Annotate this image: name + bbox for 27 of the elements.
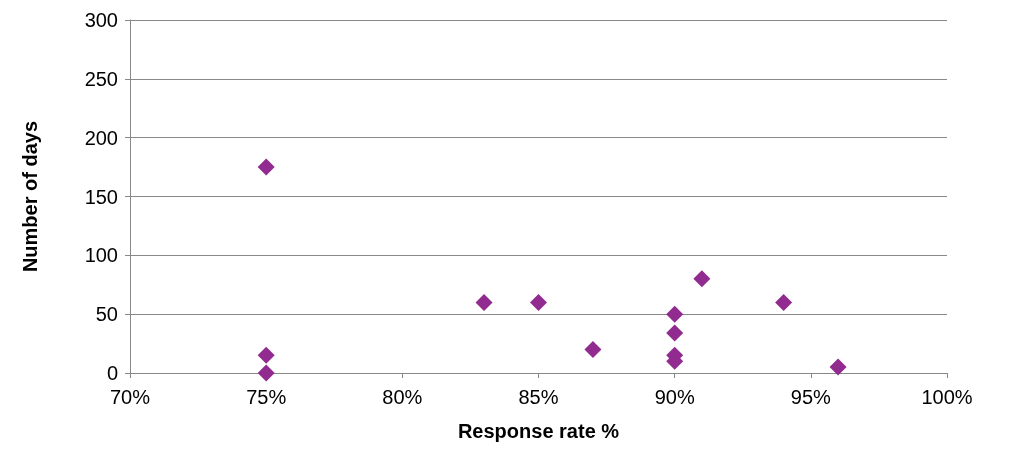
y-axis-title: Number of days xyxy=(19,120,41,273)
point xyxy=(257,158,275,176)
point xyxy=(257,346,275,364)
x-tick-label: 75% xyxy=(246,386,287,408)
x-axis-title: Response rate % xyxy=(457,420,620,442)
point xyxy=(475,293,493,311)
y-tick-label: 150 xyxy=(84,185,118,208)
point xyxy=(666,305,684,323)
point xyxy=(530,293,547,311)
point xyxy=(257,364,275,382)
y-tick-label: 100 xyxy=(84,244,118,267)
point xyxy=(775,293,793,311)
y-tick-label: 50 xyxy=(95,303,118,326)
y-tick-label: 200 xyxy=(84,126,118,149)
point xyxy=(829,358,847,376)
x-tick-label: 70% xyxy=(109,386,151,408)
y-tick-label: 0 xyxy=(106,362,118,384)
x-tick-label: 90% xyxy=(654,386,695,408)
point xyxy=(584,340,602,358)
x-tick-label: 80% xyxy=(382,386,423,408)
x-tick-label: 85% xyxy=(518,386,559,408)
x-tick-label: 95% xyxy=(790,386,832,408)
y-tick-label: 300 xyxy=(84,9,118,31)
point xyxy=(693,270,711,288)
x-tick-label: 100% xyxy=(921,386,973,408)
y-tick-label: 250 xyxy=(84,67,118,90)
point xyxy=(666,324,684,342)
